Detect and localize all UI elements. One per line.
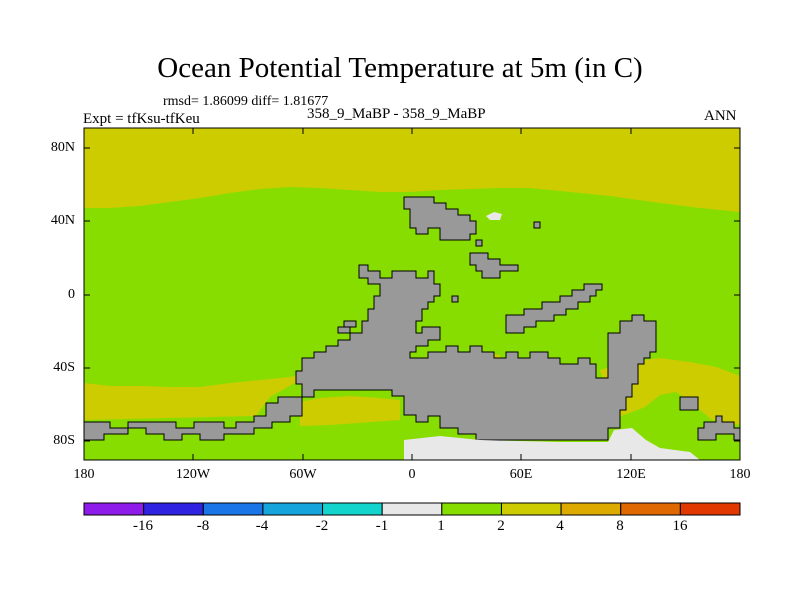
center-subtitle: 358_9_MaBP - 358_9_MaBP bbox=[307, 106, 486, 122]
colorbar bbox=[83, 502, 741, 516]
islet-1 bbox=[337, 326, 351, 334]
y-tick-label: 40N bbox=[50, 213, 75, 228]
colorbar-label: 16 bbox=[672, 518, 688, 534]
antarctic-white-patch bbox=[404, 428, 700, 460]
colorbar-swatch bbox=[143, 502, 204, 516]
islet-6 bbox=[475, 239, 483, 247]
colorbar-label: -8 bbox=[196, 518, 210, 534]
x-tick-label: 60E bbox=[509, 467, 533, 482]
islet-4 bbox=[533, 221, 541, 229]
y-tick-label: 0 bbox=[68, 287, 75, 302]
colorbar-swatch bbox=[381, 502, 443, 516]
x-tick-label: 120E bbox=[616, 467, 646, 482]
east-island-1 bbox=[505, 283, 603, 334]
colorbar-swatch bbox=[83, 502, 145, 516]
tick-marks bbox=[84, 128, 740, 460]
x-tick-label: 60W bbox=[289, 467, 317, 482]
y-tick-label: 40S bbox=[53, 360, 75, 375]
south-warm-band bbox=[84, 375, 300, 420]
map-panel bbox=[83, 127, 741, 461]
colorbar-swatch bbox=[679, 502, 741, 516]
colorbar-label: -2 bbox=[315, 518, 329, 534]
islet-5 bbox=[679, 396, 699, 411]
experiment-label: Expt = tfKsu-tfKeu bbox=[83, 111, 200, 127]
land-masses bbox=[83, 196, 741, 441]
east-coast-land bbox=[697, 415, 741, 441]
x-tick-label: 180 bbox=[729, 467, 751, 482]
colorbar-swatch bbox=[441, 502, 502, 516]
main-continent bbox=[295, 264, 657, 441]
colorbar-label: 4 bbox=[556, 518, 564, 534]
north-warm-band bbox=[84, 128, 740, 212]
islet-3 bbox=[451, 295, 459, 303]
y-tick-label: 80N bbox=[50, 140, 75, 155]
x-tick-label: 0 bbox=[408, 467, 416, 482]
map-title: Ocean Potential Temperature at 5m (in C) bbox=[157, 52, 643, 84]
islet-2 bbox=[343, 320, 357, 328]
colorbar-swatch bbox=[202, 502, 264, 516]
colorbar-label: 8 bbox=[616, 518, 624, 534]
colorbar-swatch bbox=[620, 502, 681, 516]
season-label: ANN bbox=[704, 108, 737, 124]
x-tick-label: 120W bbox=[175, 467, 211, 482]
colorbar-label: 2 bbox=[497, 518, 505, 534]
colorbar-label: -4 bbox=[255, 518, 269, 534]
colorbar-label: 1 bbox=[437, 518, 445, 534]
colorbar-swatch bbox=[560, 502, 622, 516]
colorbar-swatch bbox=[262, 502, 324, 516]
east-island-2 bbox=[469, 252, 519, 279]
colorbar-swatch bbox=[322, 502, 383, 516]
west-peninsula bbox=[83, 396, 303, 441]
stats-line: rmsd= 1.86099 diff= 1.81677 bbox=[163, 94, 329, 109]
y-tick-label: 80S bbox=[53, 433, 75, 448]
colorbar-label: -16 bbox=[133, 518, 153, 534]
south-warm-band-4 bbox=[300, 396, 400, 426]
colorbar-label: -1 bbox=[375, 518, 389, 534]
x-tick-label: 180 bbox=[73, 467, 95, 482]
colorbar-swatch bbox=[500, 502, 562, 516]
north-white-patch bbox=[486, 212, 502, 220]
north-continent bbox=[403, 196, 477, 241]
